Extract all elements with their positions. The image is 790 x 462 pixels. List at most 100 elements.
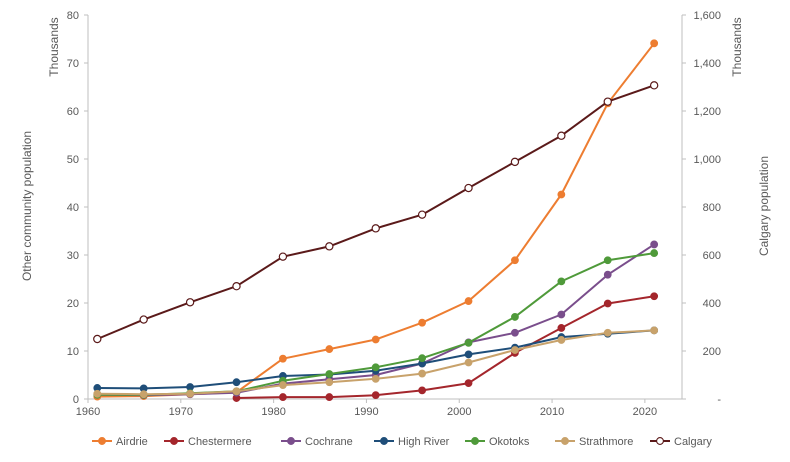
data-point-cochrane — [603, 270, 612, 279]
data-point-high-river — [232, 378, 241, 387]
legend-entry-high-river: High River — [374, 436, 450, 448]
data-point-cochrane — [650, 240, 659, 249]
y-axis-label: Other community population — [20, 131, 34, 281]
y-tick-label: 30 — [67, 250, 79, 262]
y2-axis-label: Calgary population — [757, 156, 771, 256]
y-tick-label: 0 — [73, 394, 79, 406]
data-point-strathmore — [325, 378, 334, 387]
series-chestermere — [232, 292, 659, 402]
data-point-cochrane — [557, 310, 566, 319]
y2-tick-label: 200 — [703, 346, 721, 358]
data-point-strathmore — [93, 389, 102, 398]
legend-label: Chestermere — [188, 436, 252, 448]
y2-tick-label: 1,600 — [693, 10, 721, 22]
x-tick-label: 1970 — [169, 406, 193, 418]
data-point-calgary — [371, 224, 380, 233]
y-tick-label: 80 — [67, 10, 79, 22]
data-point-calgary — [232, 282, 241, 291]
data-point-calgary — [417, 210, 427, 219]
data-point-strathmore — [511, 346, 519, 354]
data-point-airdrie — [371, 335, 380, 344]
legend-label: Calgary — [674, 436, 712, 448]
x-tick-label: 1960 — [76, 406, 100, 418]
series-line-airdrie — [97, 42, 655, 398]
data-point-strathmore — [279, 381, 287, 389]
y2-tick-label: 1,400 — [693, 58, 721, 70]
data-point-airdrie — [464, 297, 473, 305]
data-point-airdrie — [325, 345, 334, 353]
data-point-chestermere — [279, 393, 287, 401]
series-strathmore — [93, 326, 659, 399]
y2-tick-label: 600 — [703, 250, 721, 262]
data-point-airdrie — [511, 256, 519, 265]
legend-label: High River — [398, 436, 450, 448]
legend-entry-strathmore: Strathmore — [555, 436, 633, 448]
series-airdrie — [93, 39, 659, 401]
legend-marker — [380, 437, 388, 445]
y-tick-label: 60 — [67, 106, 79, 118]
data-point-okotoks — [603, 256, 612, 265]
y-tick-label: 10 — [67, 346, 79, 358]
y-tick-label: 70 — [67, 58, 79, 70]
series-line-chestermere — [236, 295, 655, 399]
data-point-airdrie — [557, 190, 566, 199]
data-point-cochrane — [511, 328, 519, 337]
series-cochrane — [93, 240, 659, 400]
data-point-strathmore — [139, 390, 148, 399]
legend-label: Strathmore — [579, 436, 633, 448]
legend-entry-okotoks: Okotoks — [465, 436, 530, 448]
y-tick-label: 50 — [67, 154, 79, 166]
x-tick-label: 2010 — [540, 406, 564, 418]
y2-tick-label: 1,200 — [693, 106, 721, 118]
legend: Airdrie Chestermere Cochrane High River Okot… — [92, 436, 712, 448]
y2-tick-label: 800 — [703, 202, 721, 214]
y2-tick-label: 1,000 — [693, 154, 721, 166]
data-point-strathmore — [603, 328, 612, 337]
y2-tick-label: 400 — [703, 298, 721, 310]
data-point-calgary — [649, 81, 659, 90]
data-point-okotoks — [511, 313, 519, 321]
y-tick-label: 20 — [67, 298, 79, 310]
legend-label: Okotoks — [489, 436, 530, 448]
data-point-strathmore — [418, 369, 427, 378]
legend-marker — [471, 437, 479, 445]
data-point-strathmore — [371, 374, 380, 383]
axes: 0 10 20 30 40 50 60 70 80 - 200 400 600 800 1,000 1,200… — [67, 10, 722, 418]
y-tick-label: 40 — [67, 202, 79, 214]
data-point-chestermere — [418, 386, 427, 395]
legend-entry-cochrane: Cochrane — [281, 436, 353, 448]
data-point-airdrie — [418, 318, 427, 327]
data-point-calgary — [185, 298, 195, 307]
data-point-okotoks — [325, 370, 334, 378]
data-point-strathmore — [464, 358, 473, 367]
legend-label: Cochrane — [305, 436, 353, 448]
legend-marker — [98, 437, 106, 445]
data-point-chestermere — [371, 391, 380, 400]
legend-marker — [561, 437, 569, 445]
data-point-calgary — [93, 334, 102, 344]
legend-marker — [287, 437, 295, 445]
data-point-calgary — [139, 315, 148, 324]
data-point-okotoks — [650, 249, 659, 257]
x-tick-label: 1990 — [354, 406, 378, 418]
series-layer — [93, 39, 659, 402]
legend-marker — [656, 437, 664, 445]
data-point-strathmore — [232, 387, 241, 396]
data-point-chestermere — [325, 393, 334, 401]
data-point-chestermere — [603, 299, 612, 308]
data-point-strathmore — [557, 336, 566, 344]
legend-marker — [170, 437, 178, 445]
data-point-calgary — [464, 183, 473, 193]
data-point-airdrie — [650, 39, 659, 48]
x-tick-label: 2000 — [447, 406, 471, 418]
legend-entry-chestermere: Chestermere — [164, 436, 252, 448]
legend-label: Airdrie — [116, 436, 148, 448]
data-point-airdrie — [279, 354, 287, 363]
legend-entry-airdrie: Airdrie — [92, 436, 148, 448]
data-point-strathmore — [186, 389, 194, 398]
x-tick-label: 2020 — [633, 406, 657, 418]
data-point-chestermere — [557, 324, 566, 332]
y-axis-units-label: Thousands — [47, 17, 61, 76]
data-point-calgary — [557, 131, 566, 140]
